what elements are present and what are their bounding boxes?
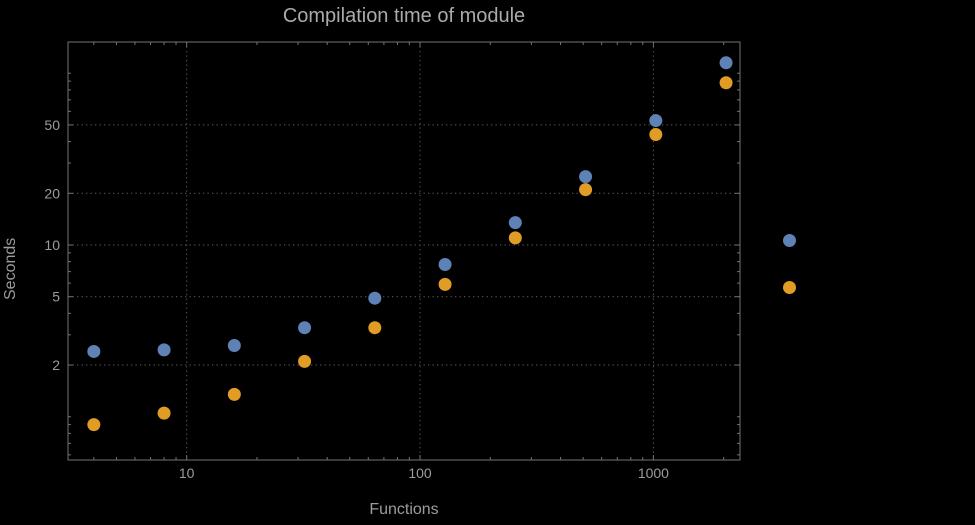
data-point-series-1-blue — [368, 291, 382, 305]
data-point-series-1-blue — [227, 338, 241, 352]
data-point-series-1-blue — [649, 114, 663, 128]
data-point-series-2-orange — [368, 321, 382, 335]
x-axis-label: Functions — [369, 501, 439, 518]
plot-frame — [67, 41, 741, 461]
data-point-series-2-orange — [508, 231, 522, 245]
data-point-series-2-orange — [649, 127, 663, 141]
data-point-series-2-orange — [157, 406, 171, 420]
data-point-series-1-blue — [719, 56, 733, 70]
x-tick-label: 1000 — [638, 465, 669, 481]
chart-title: Compilation time of module — [282, 5, 526, 27]
data-point-series-1-blue — [87, 344, 101, 358]
y-tick-label: 50 — [44, 117, 60, 133]
data-point-series-2-orange — [87, 418, 101, 432]
y-tick-label: 2 — [52, 357, 60, 373]
legend-marker-series-2 — [783, 281, 796, 294]
x-tick-label: 10 — [179, 465, 195, 481]
data-point-series-2-orange — [298, 354, 312, 368]
data-point-series-2-orange — [579, 183, 593, 197]
data-point-series-1-blue — [298, 321, 312, 335]
data-point-series-2-orange — [438, 277, 452, 291]
data-point-series-1-blue — [579, 170, 593, 184]
y-tick-label: 10 — [44, 237, 60, 253]
data-point-series-1-blue — [157, 343, 171, 357]
y-tick-label: 20 — [44, 185, 60, 201]
data-point-series-2-orange — [719, 76, 733, 90]
data-point-series-1-blue — [508, 216, 522, 230]
data-point-series-1-blue — [438, 257, 452, 271]
data-point-series-2-orange — [227, 387, 241, 401]
x-tick-label: 100 — [408, 465, 432, 481]
y-tick-label: 5 — [52, 289, 60, 305]
legend-marker-series-1 — [783, 234, 796, 247]
